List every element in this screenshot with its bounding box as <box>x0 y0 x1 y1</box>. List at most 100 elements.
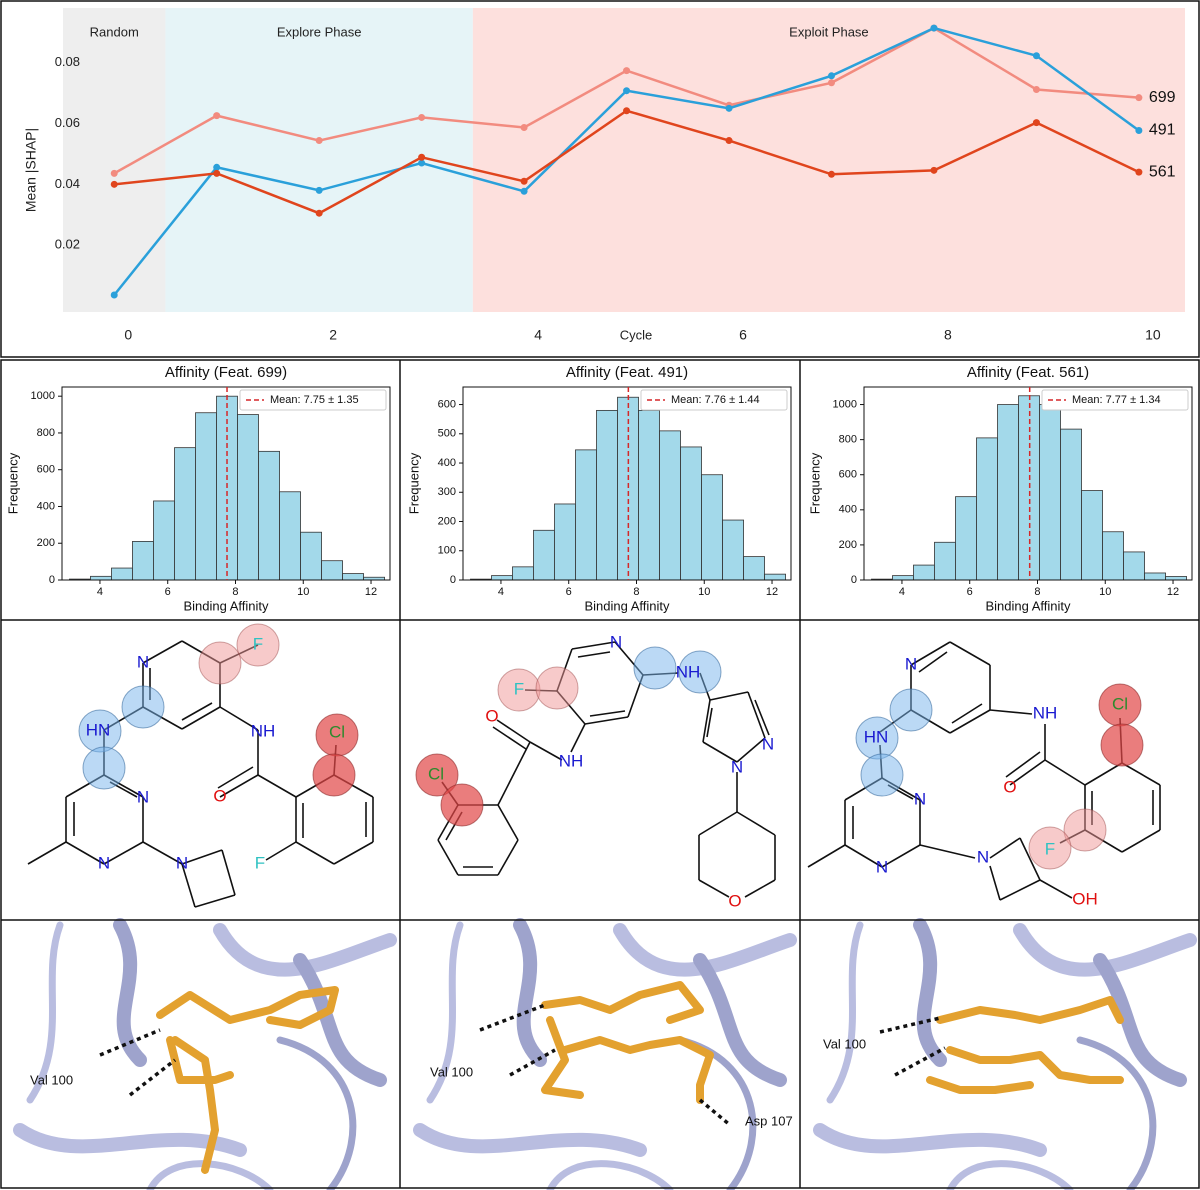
atom-label: O <box>728 891 741 910</box>
panel-frame <box>0 0 1200 358</box>
legend-label: Mean: 7.75 ± 1.35 <box>270 394 359 406</box>
histogram-bar <box>321 560 343 581</box>
x-tick-label: 10 <box>1099 586 1111 598</box>
y-tick-label: 800 <box>37 427 55 439</box>
atom-highlight <box>82 746 126 790</box>
chart-title: Affinity (Feat. 561) <box>967 364 1089 381</box>
atom-highlight <box>312 753 356 797</box>
atom-label: OH <box>1072 889 1098 908</box>
bond <box>989 837 1021 859</box>
ribbon <box>293 953 387 1087</box>
x-tick-label: 8 <box>232 586 238 598</box>
series-marker <box>725 137 733 145</box>
atom-label: N <box>610 632 622 651</box>
atom-label: N <box>137 787 149 806</box>
phase-region <box>472 8 1185 312</box>
y-axis-label: Frequency <box>5 452 20 514</box>
y-tick-label: 200 <box>438 515 456 527</box>
series-marker <box>623 107 631 115</box>
histogram-bar <box>111 567 133 581</box>
y-axis-label: Mean |SHAP| <box>23 128 39 212</box>
hydrogen-bond <box>698 1098 732 1127</box>
bond <box>492 726 527 750</box>
histogram-bar <box>617 396 639 581</box>
atom-label: N <box>905 654 917 673</box>
histogram-bar <box>743 556 765 581</box>
series-marker <box>418 153 426 161</box>
atom-label: F <box>1045 839 1055 858</box>
bond <box>181 863 196 908</box>
x-tick-label: 4 <box>534 327 542 343</box>
bond <box>698 879 730 898</box>
histogram-bar <box>913 564 935 581</box>
bond <box>497 741 531 806</box>
series-marker <box>1032 52 1040 60</box>
series-marker <box>725 104 733 112</box>
phase-region <box>165 8 473 312</box>
atom-label: N <box>98 853 110 872</box>
hydrogen-bond <box>879 1016 941 1034</box>
atom-highlight <box>440 783 484 827</box>
series-marker <box>110 291 118 299</box>
bond <box>949 709 991 734</box>
atom-highlight <box>678 650 722 694</box>
atom-highlight <box>415 753 459 797</box>
bond <box>181 849 223 865</box>
bond <box>702 741 738 763</box>
atom-label: NH <box>1033 703 1058 722</box>
panel-frame <box>0 359 1200 1189</box>
histogram-bar <box>342 573 364 581</box>
bond <box>265 841 297 861</box>
series-marker <box>110 169 118 177</box>
y-tick-label: 0.02 <box>55 237 80 252</box>
bond <box>219 706 259 731</box>
x-tick-label: 6 <box>165 586 171 598</box>
bond <box>1005 751 1041 778</box>
bond <box>497 804 519 841</box>
x-tick-label: 8 <box>633 586 639 598</box>
ribbon <box>813 1123 1047 1157</box>
x-tick-label: 6 <box>739 327 747 343</box>
histogram-bar <box>680 446 702 581</box>
ligand-stick <box>541 981 704 1024</box>
histogram-bar <box>764 573 786 581</box>
series-marker <box>520 177 528 185</box>
ribbon <box>413 1123 647 1157</box>
histogram-bar <box>1165 576 1187 581</box>
bond <box>584 716 629 725</box>
ribbon <box>826 921 864 1104</box>
legend-label: Mean: 7.77 ± 1.34 <box>1072 394 1161 406</box>
y-tick-label: 500 <box>438 428 456 440</box>
y-tick-label: 0 <box>851 574 857 586</box>
ligand-stick <box>926 1076 1034 1094</box>
y-tick-label: 200 <box>839 539 857 551</box>
ribbon <box>113 918 147 1067</box>
atom-highlight <box>121 685 165 729</box>
legend-box <box>1041 389 1189 411</box>
series-marker <box>520 187 528 195</box>
series-marker <box>213 112 221 120</box>
bond <box>589 710 626 717</box>
y-tick-label: 0 <box>450 574 456 586</box>
y-tick-label: 400 <box>438 457 456 469</box>
bond <box>1019 837 1041 881</box>
atom-label: N <box>914 789 926 808</box>
histogram-bar <box>237 414 259 581</box>
bond <box>181 702 213 721</box>
histogram-bar <box>195 412 217 581</box>
atom-label: Cl <box>428 764 444 783</box>
bond <box>219 774 259 798</box>
series-marker <box>213 169 221 177</box>
bond <box>949 641 991 666</box>
y-tick-label: 1000 <box>31 390 55 402</box>
y-tick-label: 600 <box>37 464 55 476</box>
atom-highlight <box>1100 723 1144 767</box>
protein-structure <box>13 918 397 1190</box>
bond <box>989 709 1033 715</box>
histogram-bar <box>1081 490 1103 581</box>
atom-label: N <box>176 853 188 872</box>
bond <box>999 879 1041 901</box>
bond <box>706 707 713 738</box>
atom-highlight <box>1028 826 1072 870</box>
x-tick-label: 4 <box>498 586 504 598</box>
